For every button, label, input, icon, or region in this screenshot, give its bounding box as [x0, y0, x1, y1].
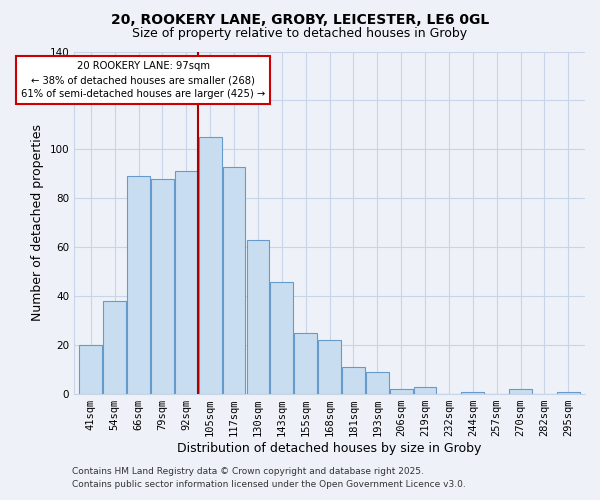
Bar	[151, 178, 174, 394]
Bar	[557, 392, 580, 394]
Bar	[509, 389, 532, 394]
Bar	[414, 386, 436, 394]
Bar	[247, 240, 269, 394]
Bar	[223, 166, 245, 394]
Bar	[199, 137, 221, 394]
Text: Size of property relative to detached houses in Groby: Size of property relative to detached ho…	[133, 28, 467, 40]
Text: 20, ROOKERY LANE, GROBY, LEICESTER, LE6 0GL: 20, ROOKERY LANE, GROBY, LEICESTER, LE6 …	[111, 12, 489, 26]
Text: 20 ROOKERY LANE: 97sqm
← 38% of detached houses are smaller (268)
61% of semi-de: 20 ROOKERY LANE: 97sqm ← 38% of detached…	[21, 62, 265, 100]
Bar	[318, 340, 341, 394]
Bar	[390, 389, 413, 394]
Bar	[175, 172, 197, 394]
Bar	[103, 301, 126, 394]
Bar	[366, 372, 389, 394]
Bar	[79, 345, 102, 394]
Bar	[295, 333, 317, 394]
X-axis label: Distribution of detached houses by size in Groby: Distribution of detached houses by size …	[178, 442, 482, 455]
Bar	[461, 392, 484, 394]
Bar	[342, 367, 365, 394]
Text: Contains HM Land Registry data © Crown copyright and database right 2025.
Contai: Contains HM Land Registry data © Crown c…	[72, 468, 466, 489]
Bar	[271, 282, 293, 394]
Y-axis label: Number of detached properties: Number of detached properties	[31, 124, 44, 322]
Bar	[127, 176, 150, 394]
